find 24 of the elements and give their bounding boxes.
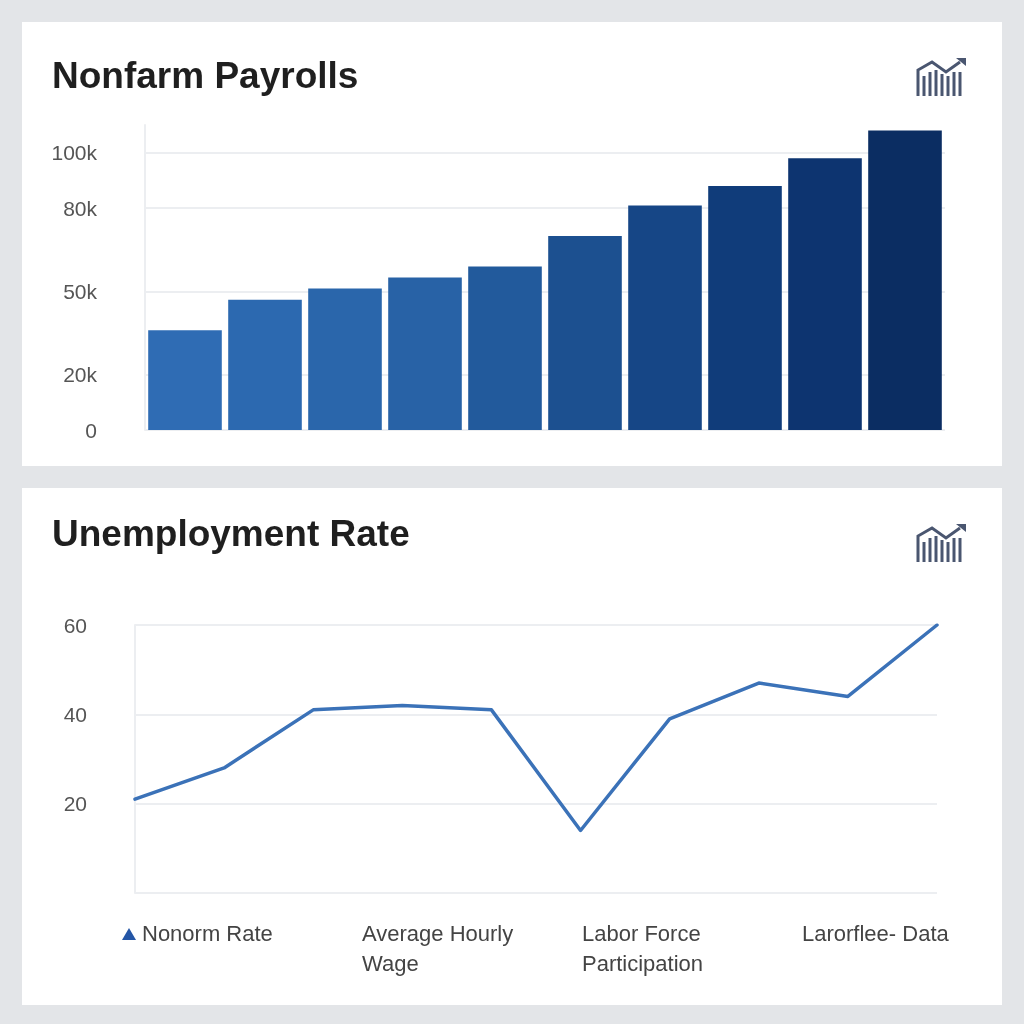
y-tick-label: 50k bbox=[63, 279, 98, 303]
bar bbox=[628, 205, 702, 430]
bar bbox=[788, 158, 862, 430]
bar bbox=[388, 277, 462, 430]
text: Nonorm Rate bbox=[142, 920, 273, 946]
bar bbox=[708, 186, 782, 430]
text: Larorflee- Data bbox=[802, 920, 950, 946]
y-tick-label: 40 bbox=[63, 702, 87, 726]
y-tick-label: 20k bbox=[63, 363, 98, 387]
bar bbox=[228, 299, 302, 430]
text: Average Hourly Wage bbox=[362, 920, 520, 976]
bar bbox=[468, 266, 542, 430]
y-tick-label: 20 bbox=[63, 792, 87, 816]
bar bbox=[148, 330, 222, 430]
text: Labor Force Participation bbox=[582, 920, 707, 976]
y-tick-label: 60 bbox=[63, 613, 87, 637]
bar bbox=[308, 288, 382, 430]
y-tick-label: 100k bbox=[51, 141, 98, 165]
chart-title: Unemployment Rate bbox=[52, 513, 410, 554]
chart-title: Nonfarm Payrolls bbox=[52, 55, 359, 96]
y-tick-label: 80k bbox=[63, 196, 98, 220]
bar bbox=[548, 235, 622, 430]
y-tick-label: 0 bbox=[85, 418, 97, 442]
bar bbox=[868, 130, 942, 430]
